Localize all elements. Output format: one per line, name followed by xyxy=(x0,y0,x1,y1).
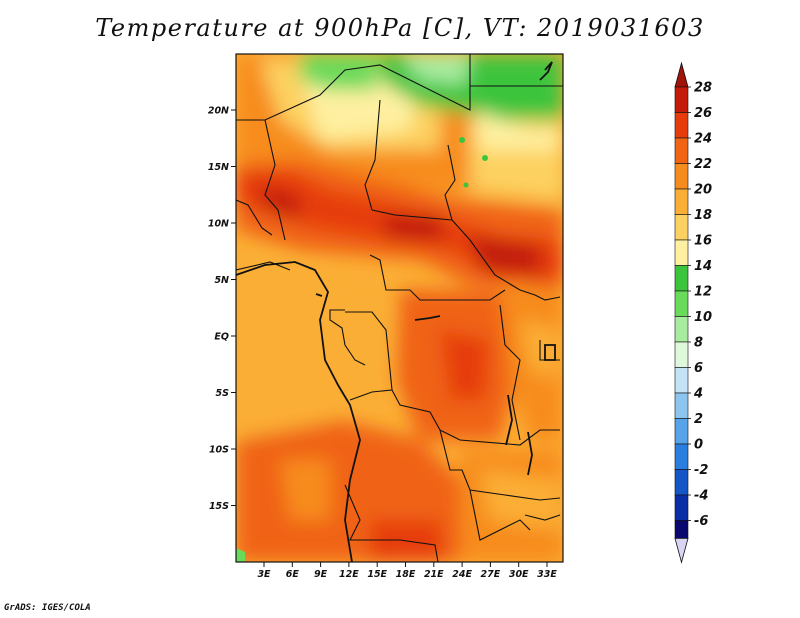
colorbar-swatch xyxy=(674,112,689,139)
colorbar-swatch xyxy=(674,163,689,190)
colorbar-label: -6 xyxy=(694,514,708,529)
colorbar-swatch xyxy=(674,265,689,292)
colorbar-label: 22 xyxy=(694,157,712,172)
colorbar-swatch xyxy=(674,443,689,470)
colorbar-label: 0 xyxy=(694,438,703,453)
colorbar-label: 16 xyxy=(694,234,712,249)
colorbar-label: 4 xyxy=(693,387,703,402)
colorbar-label: -4 xyxy=(694,489,708,504)
lat-label: 10N xyxy=(208,219,229,230)
longitude-axis: 3E 6E 9E 12E 15E 18E 21E 24E 27E 30E 33E xyxy=(257,562,557,580)
lat-label: 10S xyxy=(209,445,229,456)
colorbar-swatch xyxy=(674,86,689,113)
colorbar-swatch xyxy=(674,418,689,445)
colorbar-label: 12 xyxy=(694,285,712,300)
lon-label: 33E xyxy=(537,569,557,580)
lon-label: 21E xyxy=(424,569,444,580)
lat-label: 20N xyxy=(208,106,229,117)
map-title: Temperature at 900hPa [C], VT: 201903160… xyxy=(95,14,705,42)
lon-label: 9E xyxy=(314,569,328,580)
colorbar-over-arrow xyxy=(674,61,689,88)
colorbar-label: 10 xyxy=(694,310,712,325)
colorbar-label: 26 xyxy=(694,106,712,121)
lat-label: EQ xyxy=(214,332,229,343)
colorbar-label: 2 xyxy=(694,412,703,427)
colorbar-swatch xyxy=(674,239,689,266)
lat-label: 15N xyxy=(208,162,229,173)
colorbar-swatch xyxy=(674,316,689,343)
temperature-field xyxy=(236,54,563,562)
lon-label: 24E xyxy=(452,569,472,580)
colorbar-label: 24 xyxy=(694,132,712,147)
colorbar-label: -2 xyxy=(694,463,708,478)
colorbar-label: 28 xyxy=(694,81,712,96)
colorbar-label: 14 xyxy=(694,259,712,274)
colorbar-swatch xyxy=(674,469,689,496)
colorbar-swatch xyxy=(674,188,689,215)
lat-label: 5N xyxy=(214,275,229,286)
lon-label: 15E xyxy=(367,569,387,580)
colorbar-swatch xyxy=(674,367,689,394)
latitude-axis: 20N 15N 10N 5N EQ 5S 10S 15S xyxy=(208,106,236,512)
colorbar-swatch xyxy=(674,290,689,317)
colorbar-swatch xyxy=(674,392,689,419)
lon-label: 30E xyxy=(509,569,529,580)
lon-label: 6E xyxy=(286,569,300,580)
map-frame xyxy=(235,53,564,563)
colorbar-under-arrow xyxy=(674,537,689,564)
lon-label: 18E xyxy=(396,569,416,580)
colorbar-swatch xyxy=(674,520,689,539)
colorbar-swatch xyxy=(674,137,689,164)
colorbar-label: 20 xyxy=(694,183,712,198)
colorbar-swatch xyxy=(674,341,689,368)
lat-label: 5S xyxy=(216,388,230,399)
grads-credit: GrADS: IGES/COLA xyxy=(4,603,91,613)
colorbar-swatch xyxy=(674,494,689,521)
lat-label: 15S xyxy=(209,501,229,512)
colorbar-label: 6 xyxy=(694,361,703,376)
colorbar-swatch xyxy=(674,214,689,241)
colorbar-label: 18 xyxy=(694,208,712,223)
lon-label: 3E xyxy=(257,569,271,580)
lon-label: 12E xyxy=(339,569,359,580)
coastline xyxy=(236,61,556,562)
lon-label: 27E xyxy=(481,569,501,580)
colorbar-label: 8 xyxy=(694,336,703,351)
